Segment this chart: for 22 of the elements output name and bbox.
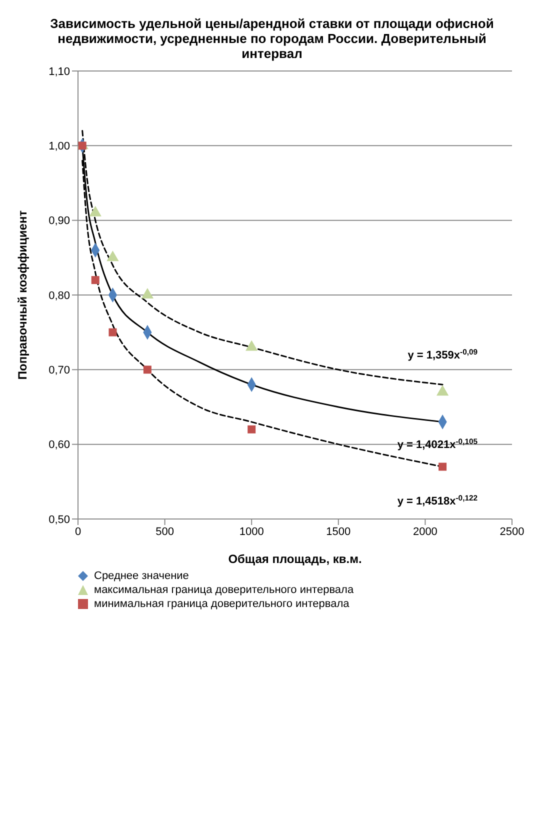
- y-axis-title: Поправочный коэффициент: [15, 210, 30, 380]
- x-tick-label: 2500: [500, 526, 524, 538]
- legend-label: Среднее значение: [94, 570, 189, 582]
- annotation: y = 1,359x$^{-0,09}$: [408, 347, 478, 362]
- x-tick-label: 1000: [239, 526, 264, 538]
- y-tick-label: 0,80: [48, 290, 70, 302]
- y-tick-label: 0,50: [48, 514, 70, 526]
- y-tick-label: 1,10: [48, 66, 70, 78]
- x-axis-title: Общая площадь, кв.м.: [228, 552, 362, 566]
- x-tick-label: 1500: [326, 526, 351, 538]
- y-tick-label: 0,90: [48, 215, 70, 228]
- annotation: y = 1,4518x$^{-0,122}$: [397, 493, 478, 508]
- legend-label: минимальная граница доверительного интервала: [94, 598, 350, 610]
- chart-title: Зависимость удельной цены/арендной ставки от площади офисной недвижимости, усредненные по городам России. Доверительный интервал: [49, 15, 495, 61]
- annotation: y = 1,4021x$^{-0,105}$: [397, 436, 478, 451]
- legend-label: максимальная граница доверительного интервала: [94, 584, 354, 596]
- x-tick-label: 500: [156, 526, 174, 538]
- y-tick-label: 1,00: [48, 140, 70, 153]
- x-tick-label: 2000: [412, 526, 438, 538]
- y-tick-label: 0,70: [48, 364, 70, 377]
- y-tick-label: 0,60: [48, 439, 70, 452]
- x-tick-label: 0: [74, 526, 82, 538]
